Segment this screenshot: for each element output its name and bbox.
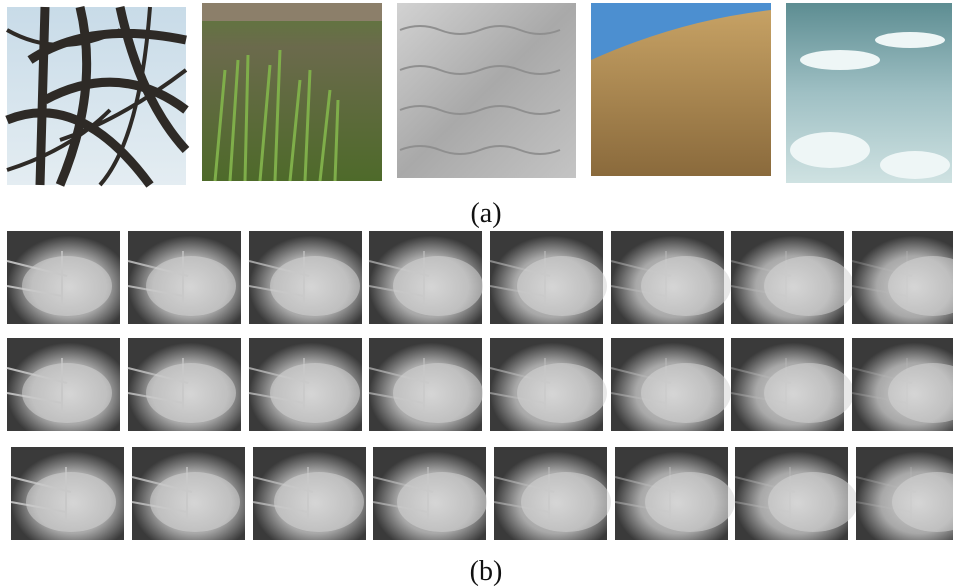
- smoke-plume: [22, 256, 112, 316]
- smoke-plume: [892, 472, 953, 532]
- buildings: [202, 3, 382, 21]
- ripples: [399, 25, 561, 155]
- smoke-plume: [22, 363, 112, 423]
- image-water: [397, 3, 576, 178]
- smoke-plume: [393, 256, 483, 316]
- reeds: [213, 49, 340, 182]
- caption-b: (b): [470, 556, 503, 587]
- smoke-plume: [517, 363, 607, 423]
- smoke-plume: [274, 472, 364, 532]
- foam: [790, 32, 950, 179]
- branches: [5, 5, 190, 188]
- sky: [591, 3, 771, 60]
- smoke-plume: [517, 256, 607, 316]
- smoke-plume: [26, 472, 116, 532]
- smoke-plume: [641, 256, 731, 316]
- smoke-plume: [393, 363, 483, 423]
- smoke-plume: [397, 472, 487, 532]
- smoke-plume: [645, 472, 735, 532]
- smoke-plume: [146, 256, 236, 316]
- smoke-plume: [146, 363, 236, 423]
- caption-a: (a): [470, 198, 501, 229]
- smoke-frames: [6, 231, 953, 540]
- smoke-plume: [521, 472, 611, 532]
- smoke-plume: [888, 256, 953, 316]
- smoke-plume: [888, 363, 953, 423]
- smoke-plume: [764, 256, 854, 316]
- smoke-plume: [270, 363, 360, 423]
- smoke-plume: [768, 472, 858, 532]
- smoke-plume: [641, 363, 731, 423]
- smoke-plume: [764, 363, 854, 423]
- smoke-plume: [270, 256, 360, 316]
- texture-row: [5, 3, 952, 188]
- smoke-plume: [150, 472, 240, 532]
